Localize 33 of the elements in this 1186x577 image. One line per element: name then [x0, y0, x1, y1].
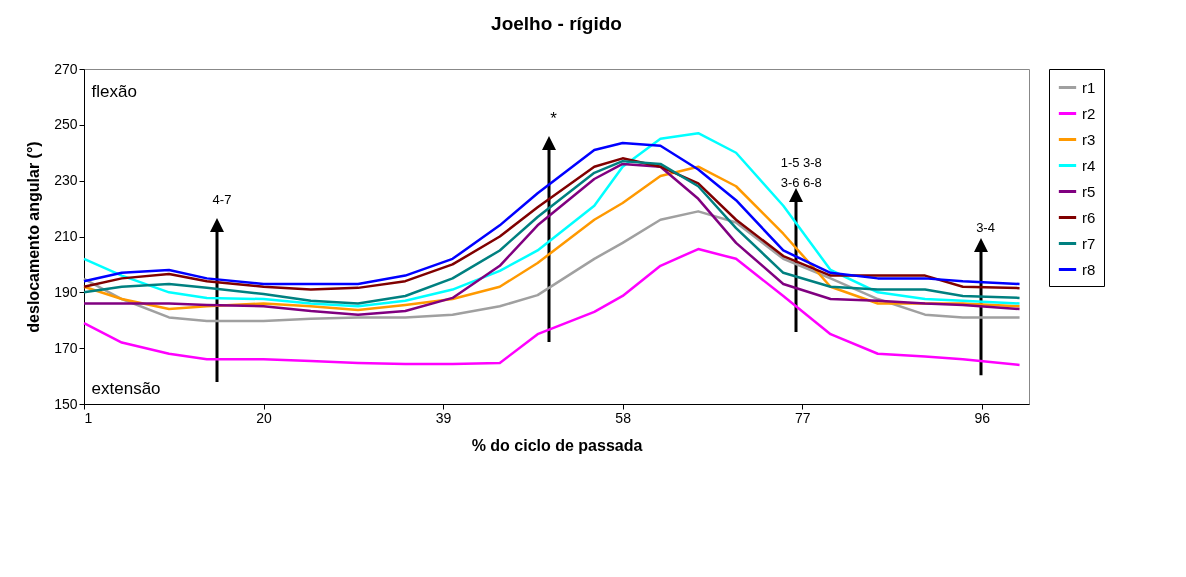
legend-label: r6: [1082, 208, 1096, 226]
legend-label: r5: [1082, 182, 1096, 200]
x-tick-label: 20: [256, 409, 273, 426]
annotation: 3-4: [976, 220, 995, 236]
y-tick-label: 270: [54, 60, 78, 77]
x-axis-title: % do ciclo de passada: [471, 436, 643, 454]
line-series: [82, 131, 1021, 308]
x-tick-label: 58: [615, 409, 632, 426]
y-tick-label: 170: [54, 339, 78, 356]
line-series: [82, 247, 1021, 367]
y-tick-label: 230: [54, 172, 78, 189]
y-tick-label: 190: [54, 283, 78, 300]
x-tick-label: 96: [974, 409, 991, 426]
annotation: 4-7: [212, 191, 232, 207]
legend-label: r8: [1082, 260, 1096, 278]
y-tick-label: 150: [54, 395, 78, 412]
legend-label: r4: [1082, 156, 1096, 174]
legend-label: r3: [1082, 130, 1096, 148]
annotation: extensão: [91, 378, 161, 398]
x-tick-label: 1: [84, 409, 93, 426]
annotation: 1-5 3-8 3-6 6-8: [780, 154, 822, 190]
x-tick-label: 39: [435, 409, 452, 426]
y-tick-label: 250: [54, 116, 78, 133]
annotation: flexão: [91, 82, 137, 102]
legend-label: r7: [1082, 234, 1096, 252]
x-tick-label: 77: [794, 409, 811, 426]
annotation: *: [550, 109, 558, 129]
legend-label: r2: [1082, 104, 1096, 122]
line-series: [82, 210, 1021, 323]
legend-label: r1: [1082, 78, 1096, 96]
y-axis-title: deslocamento angular (°): [25, 141, 43, 333]
chart-title: Joelho - rígido: [491, 13, 622, 34]
y-tick-label: 210: [54, 228, 78, 244]
